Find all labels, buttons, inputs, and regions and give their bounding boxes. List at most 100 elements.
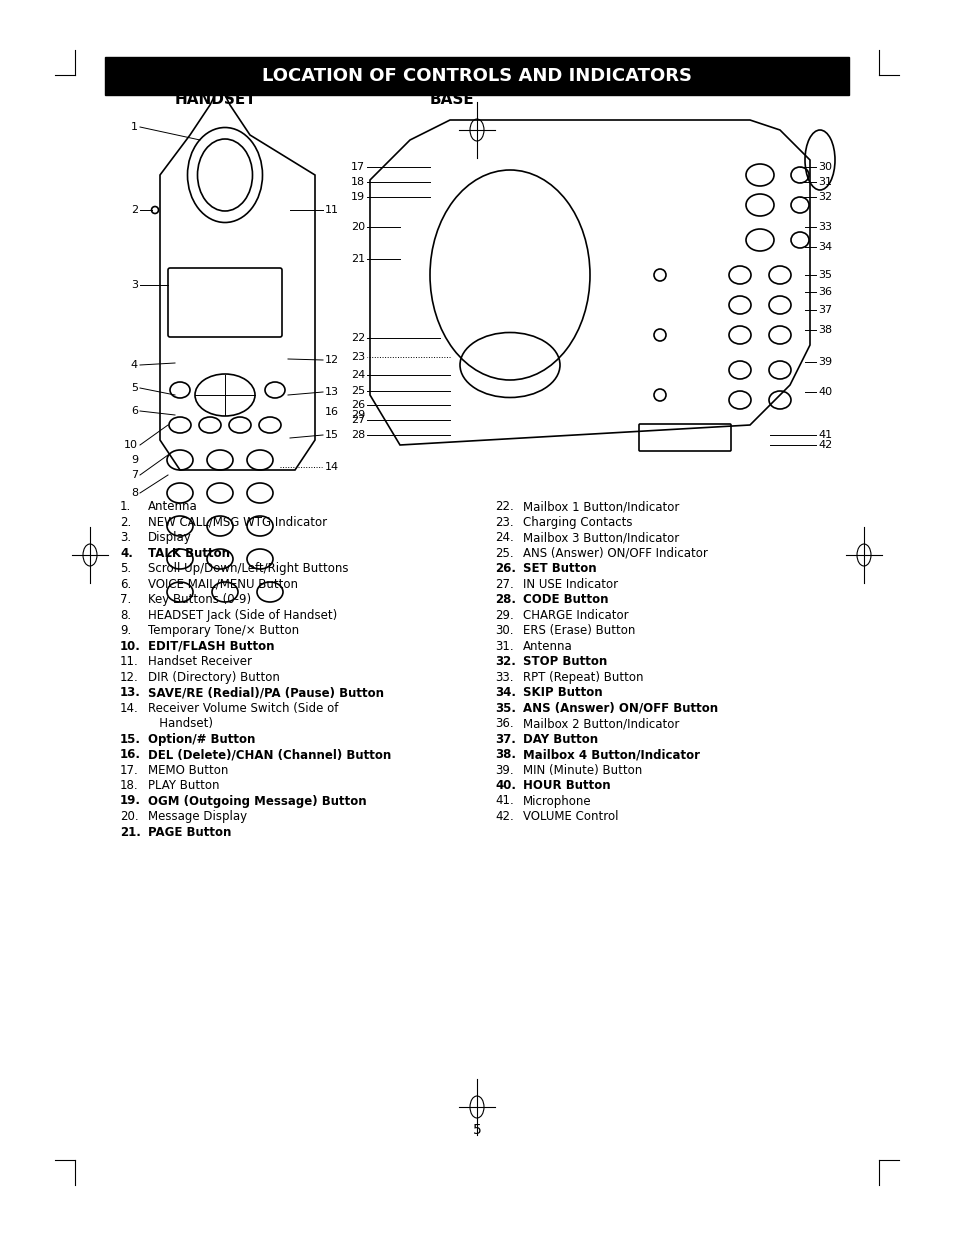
Text: EDIT/FLASH Button: EDIT/FLASH Button <box>148 640 274 652</box>
Text: 7: 7 <box>131 471 138 480</box>
Text: 42: 42 <box>817 440 831 450</box>
Text: 39.: 39. <box>495 763 513 777</box>
Text: 12.: 12. <box>120 671 138 683</box>
Text: 27.: 27. <box>495 578 514 590</box>
Text: 8: 8 <box>131 488 138 498</box>
Text: 2: 2 <box>131 205 138 215</box>
Text: 22: 22 <box>351 333 365 343</box>
Text: Option/# Button: Option/# Button <box>148 732 255 746</box>
Text: 29: 29 <box>351 410 365 420</box>
Bar <box>105 57 848 95</box>
Text: 5: 5 <box>472 1123 481 1137</box>
Text: 4: 4 <box>131 359 138 370</box>
Text: 30.: 30. <box>495 624 513 637</box>
Text: SET Button: SET Button <box>522 562 596 576</box>
Text: 35: 35 <box>817 270 831 280</box>
Text: 3: 3 <box>131 280 138 290</box>
Text: 11.: 11. <box>120 655 138 668</box>
Text: 9.: 9. <box>120 624 132 637</box>
Text: 35.: 35. <box>495 701 516 715</box>
Text: Microphone: Microphone <box>522 794 591 808</box>
Text: VOLUME Control: VOLUME Control <box>522 810 618 823</box>
Text: RPT (Repeat) Button: RPT (Repeat) Button <box>522 671 643 683</box>
Text: PAGE Button: PAGE Button <box>148 825 232 839</box>
Text: PLAY Button: PLAY Button <box>148 779 219 792</box>
Text: 37.: 37. <box>495 732 516 746</box>
Text: 6.: 6. <box>120 578 132 590</box>
Text: 38.: 38. <box>495 748 516 761</box>
Text: 13: 13 <box>325 387 338 396</box>
Text: 10.: 10. <box>120 640 141 652</box>
Text: Display: Display <box>148 531 192 543</box>
Text: 18.: 18. <box>120 779 138 792</box>
Text: 29.: 29. <box>495 609 514 621</box>
Text: Antenna: Antenna <box>522 640 572 652</box>
Text: Mailbox 4 Button/Indicator: Mailbox 4 Button/Indicator <box>522 748 700 761</box>
Text: 38: 38 <box>817 325 831 335</box>
Text: 13.: 13. <box>120 685 141 699</box>
Text: 40: 40 <box>817 387 831 396</box>
Text: 31: 31 <box>817 177 831 186</box>
Text: HEADSET Jack (Side of Handset): HEADSET Jack (Side of Handset) <box>148 609 337 621</box>
Text: 16: 16 <box>325 408 338 417</box>
Text: Mailbox 3 Button/Indicator: Mailbox 3 Button/Indicator <box>522 531 679 543</box>
Text: 15.: 15. <box>120 732 141 746</box>
Text: MEMO Button: MEMO Button <box>148 763 228 777</box>
Text: 10: 10 <box>124 440 138 450</box>
Text: DAY Button: DAY Button <box>522 732 598 746</box>
Text: LOCATION OF CONTROLS AND INDICATORS: LOCATION OF CONTROLS AND INDICATORS <box>262 67 691 85</box>
Text: 3.: 3. <box>120 531 131 543</box>
Text: 7.: 7. <box>120 593 132 606</box>
Text: SKIP Button: SKIP Button <box>522 685 602 699</box>
Text: Message Display: Message Display <box>148 810 247 823</box>
Text: TALK Button: TALK Button <box>148 547 230 559</box>
Text: ANS (Answer) ON/OFF Indicator: ANS (Answer) ON/OFF Indicator <box>522 547 707 559</box>
Text: STOP Button: STOP Button <box>522 655 607 668</box>
Text: 4.: 4. <box>120 547 132 559</box>
Text: IN USE Indicator: IN USE Indicator <box>522 578 618 590</box>
Text: 21.: 21. <box>120 825 141 839</box>
Text: 6: 6 <box>131 406 138 416</box>
Text: 21: 21 <box>351 254 365 264</box>
Text: 28.: 28. <box>495 593 516 606</box>
Text: 37: 37 <box>817 305 831 315</box>
Text: 34.: 34. <box>495 685 516 699</box>
Text: 33: 33 <box>817 222 831 232</box>
Text: 28: 28 <box>351 430 365 440</box>
Text: 14.: 14. <box>120 701 138 715</box>
Text: 25: 25 <box>351 387 365 396</box>
Text: Scroll Up/Down/Left/Right Buttons: Scroll Up/Down/Left/Right Buttons <box>148 562 348 576</box>
Text: 2.: 2. <box>120 515 132 529</box>
Text: SAVE/RE (Redial)/PA (Pause) Button: SAVE/RE (Redial)/PA (Pause) Button <box>148 685 384 699</box>
Text: Key Buttons (0-9): Key Buttons (0-9) <box>148 593 251 606</box>
Text: 15: 15 <box>325 430 338 440</box>
Text: DEL (Delete)/CHAN (Channel) Button: DEL (Delete)/CHAN (Channel) Button <box>148 748 391 761</box>
Text: 32.: 32. <box>495 655 516 668</box>
Text: 39: 39 <box>817 357 831 367</box>
Text: ERS (Erase) Button: ERS (Erase) Button <box>522 624 635 637</box>
Text: 32: 32 <box>817 191 831 203</box>
Text: CODE Button: CODE Button <box>522 593 608 606</box>
Text: 1: 1 <box>131 122 138 132</box>
Text: 16.: 16. <box>120 748 141 761</box>
Text: NEW CALL/MSG WTG Indicator: NEW CALL/MSG WTG Indicator <box>148 515 327 529</box>
Text: 19: 19 <box>351 191 365 203</box>
Text: 24: 24 <box>351 370 365 380</box>
Text: 14: 14 <box>325 462 338 472</box>
Text: 19.: 19. <box>120 794 141 808</box>
Text: 5: 5 <box>131 383 138 393</box>
Text: 25.: 25. <box>495 547 513 559</box>
Text: VOICE MAIL/MENU Button: VOICE MAIL/MENU Button <box>148 578 297 590</box>
Text: 20.: 20. <box>120 810 138 823</box>
Text: Handset): Handset) <box>148 718 213 730</box>
Text: 36.: 36. <box>495 718 513 730</box>
Text: 18: 18 <box>351 177 365 186</box>
Text: 31.: 31. <box>495 640 513 652</box>
Text: Mailbox 2 Button/Indicator: Mailbox 2 Button/Indicator <box>522 718 679 730</box>
Text: 36: 36 <box>817 287 831 296</box>
Text: HANDSET: HANDSET <box>174 91 256 107</box>
Text: 9: 9 <box>131 454 138 466</box>
Text: 30: 30 <box>817 162 831 172</box>
Text: 40.: 40. <box>495 779 516 792</box>
Text: HOUR Button: HOUR Button <box>522 779 610 792</box>
